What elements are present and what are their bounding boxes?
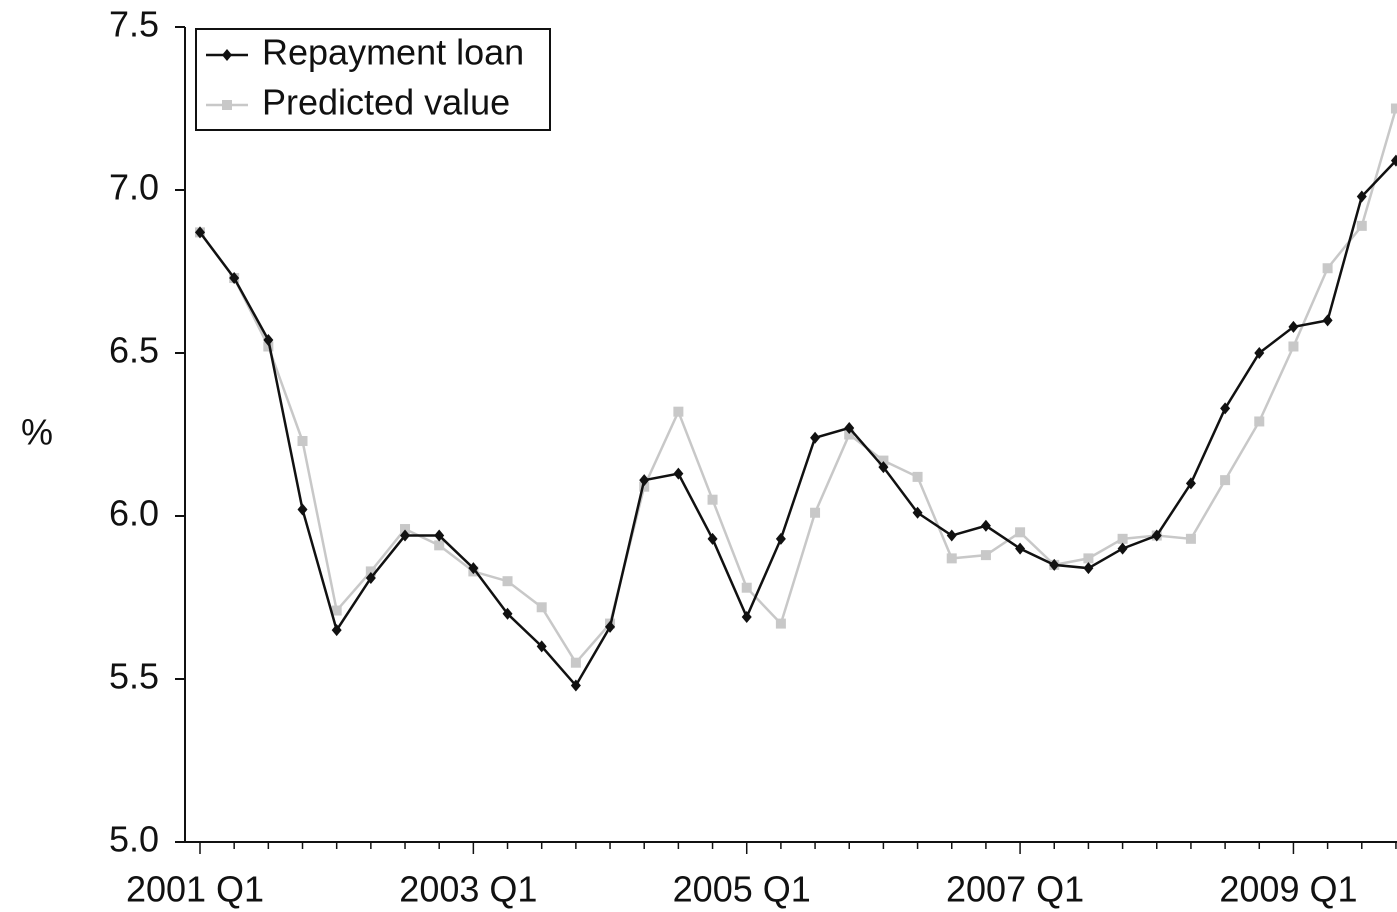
point (502, 607, 513, 620)
point (1015, 542, 1026, 555)
point (1015, 527, 1026, 538)
point (1185, 533, 1196, 544)
point (673, 467, 684, 480)
legend-label: Repayment loan (262, 32, 524, 73)
point (1322, 314, 1333, 327)
point (1083, 562, 1094, 575)
point (1390, 154, 1397, 167)
point (980, 550, 991, 561)
point (297, 436, 308, 447)
point (297, 503, 308, 516)
point (1220, 402, 1231, 415)
point (502, 576, 513, 587)
point (263, 333, 274, 346)
x-tick-label: 2003 Q1 (399, 869, 537, 910)
point (570, 657, 581, 668)
point (1288, 341, 1299, 352)
x-tick-label: 2001 Q1 (126, 869, 264, 910)
point (707, 532, 718, 545)
point (570, 679, 581, 692)
point (468, 562, 479, 575)
point (1356, 190, 1367, 203)
point (912, 506, 923, 519)
point (741, 582, 752, 593)
point (229, 272, 240, 285)
point (331, 624, 342, 637)
point (1390, 103, 1397, 114)
point (1117, 533, 1128, 544)
point (810, 507, 821, 518)
point (1356, 220, 1367, 231)
y-tick-label: 6.0 (109, 493, 159, 534)
point (1185, 477, 1196, 490)
point (878, 455, 889, 466)
series-line (198, 108, 1397, 665)
point (1288, 320, 1299, 333)
y-tick-label: 7.5 (109, 4, 159, 45)
x-tick-label: 2009 Q1 (1219, 869, 1357, 910)
y-tick-label: 7.0 (109, 167, 159, 208)
point (400, 529, 411, 542)
point (1220, 475, 1231, 486)
point (1117, 542, 1128, 555)
point (195, 226, 205, 239)
x-tick-label: 2005 Q1 (673, 869, 811, 910)
point (639, 481, 650, 492)
legend-box (195, 28, 551, 131)
point (1049, 558, 1060, 571)
series-line (198, 159, 1397, 688)
point (434, 529, 445, 542)
point (775, 618, 786, 629)
point (331, 605, 342, 616)
point (912, 471, 923, 482)
point (707, 494, 718, 505)
point (639, 474, 650, 487)
point (263, 341, 274, 352)
point (536, 640, 547, 653)
point (810, 431, 821, 444)
x-tick-label: 2007 Q1 (946, 869, 1084, 910)
point (673, 406, 684, 417)
point (605, 620, 616, 633)
point (1254, 416, 1265, 427)
point (1254, 347, 1265, 359)
point (365, 571, 376, 584)
point (1151, 529, 1162, 542)
point (1322, 263, 1333, 274)
y-tick-label: 5.0 (109, 819, 159, 860)
point (946, 553, 957, 564)
point (1083, 553, 1094, 564)
point (775, 532, 786, 545)
y-tick-label: 5.5 (109, 656, 159, 697)
point (946, 529, 957, 542)
legend-marker (222, 100, 232, 110)
point (536, 602, 547, 613)
point (434, 540, 445, 551)
point (980, 519, 991, 532)
point (400, 524, 411, 535)
point (878, 461, 889, 474)
point (365, 566, 376, 577)
legend-marker (222, 49, 232, 61)
point (844, 421, 855, 434)
point (741, 611, 752, 624)
y-axis-label: % (21, 412, 53, 453)
y-tick-label: 6.5 (109, 330, 159, 371)
legend-label: Predicted value (262, 82, 510, 123)
point (844, 429, 855, 440)
